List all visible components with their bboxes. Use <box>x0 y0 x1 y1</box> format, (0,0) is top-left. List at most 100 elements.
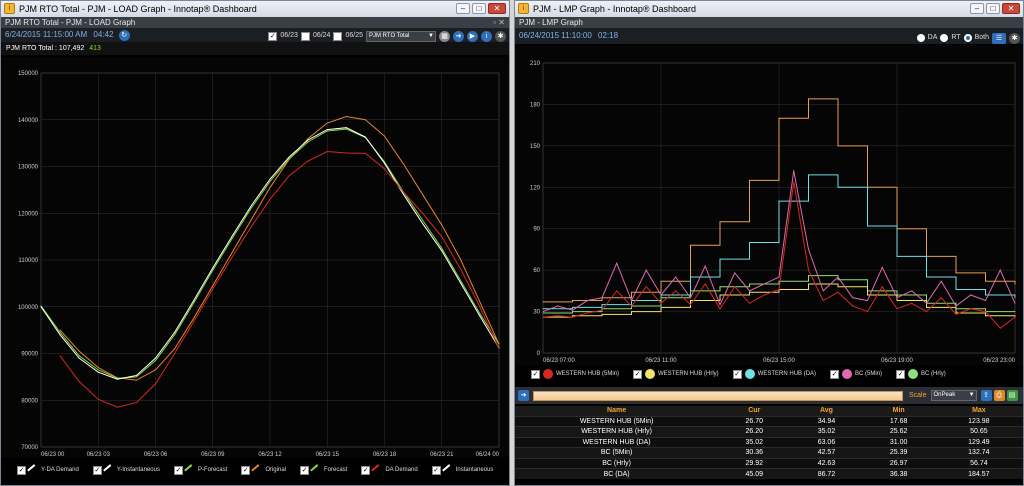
legend-item[interactable]: ✓ Instantaneous <box>431 463 493 477</box>
minimize-icon[interactable]: – <box>970 3 984 14</box>
legend-item[interactable]: ✓ WESTERN HUB (5Min) <box>531 369 619 379</box>
legend-item[interactable]: ✓ BC (Hrly) <box>896 369 946 379</box>
data-point <box>250 219 252 221</box>
data-point <box>542 301 544 303</box>
legend-checkbox[interactable]: ✓ <box>173 465 183 475</box>
window-title: PJM - LMP Graph - Innotap® Dashboard <box>533 4 697 14</box>
legend-checkbox[interactable]: ✓ <box>896 369 906 379</box>
time-range-slider[interactable] <box>533 390 903 401</box>
legend-item[interactable]: ✓ Y-DA Demand <box>17 463 79 477</box>
legend-checkbox[interactable]: ✓ <box>300 465 309 475</box>
scroll-arrow-icon[interactable]: ➜ <box>518 390 529 401</box>
date-checkbox-0624[interactable] <box>300 31 310 41</box>
data-point <box>749 283 750 285</box>
legend-item[interactable]: ✓ DA Demand <box>361 463 418 477</box>
col-header-max[interactable]: Max <box>934 406 1023 416</box>
legend-item[interactable]: ✓ Y-Instantaneous <box>92 463 160 477</box>
timestamp: 06/24/2015 11:10:00 <box>519 31 592 40</box>
legend-checkbox[interactable]: ✓ <box>830 369 840 379</box>
legend-checkbox[interactable]: ✓ <box>17 465 26 475</box>
window-titlebar[interactable]: i PJM RTO Total - PJM - LOAD Graph - Inn… <box>1 1 509 17</box>
x-tick-label: 06/23 19:00 <box>881 358 913 364</box>
list-icon[interactable]: ☰ <box>992 32 1006 44</box>
col-header-name[interactable]: Name <box>515 406 719 416</box>
y-tick-label: 70000 <box>21 445 38 451</box>
excel-icon[interactable]: ▤ <box>1006 390 1018 401</box>
settings-icon[interactable]: ✱ <box>495 30 506 42</box>
maximize-icon[interactable]: □ <box>472 3 486 14</box>
print-icon[interactable]: ⎙ <box>993 390 1005 401</box>
panel-menu-icon[interactable]: ▫ ✕ <box>493 18 505 27</box>
play-icon[interactable]: ▶ <box>467 30 478 42</box>
legend-checkbox[interactable]: ✓ <box>431 465 441 475</box>
data-point <box>1014 283 1016 285</box>
settings-icon[interactable]: ✱ <box>1009 32 1020 44</box>
data-point <box>985 280 986 282</box>
table-row[interactable]: BC (Hrly) 29.92 42.63 26.97 56.74 <box>515 457 1023 469</box>
legend-item[interactable]: ✓ WESTERN HUB (Hrly) <box>633 369 719 379</box>
data-point <box>78 381 80 383</box>
date-label-0623: 06/23 <box>280 32 298 39</box>
table-row[interactable]: BC (DA) 45.09 86.72 36.38 184.57 <box>515 468 1023 479</box>
refresh-icon[interactable]: ↻ <box>118 30 130 41</box>
x-tick-label: 06/23 15 <box>316 452 340 457</box>
window-titlebar[interactable]: i PJM - LMP Graph - Innotap® Dashboard –… <box>515 1 1023 17</box>
date-checkbox-0625[interactable] <box>333 31 343 41</box>
legend-checkbox[interactable]: ✓ <box>241 465 251 475</box>
radio-both[interactable] <box>963 34 972 42</box>
cell-name: WESTERN HUB (Hrly) <box>515 426 719 437</box>
cell-avg: 35.02 <box>790 426 863 437</box>
y-tick-label: 150 <box>530 144 541 150</box>
cell-name: BC (DA) <box>515 468 719 479</box>
data-point <box>441 236 443 238</box>
data-point <box>778 280 780 282</box>
date-label-0624: 06/24 <box>312 32 331 39</box>
legend-item[interactable]: ✓ BC (5Min) <box>830 369 882 379</box>
minimize-icon[interactable]: – <box>456 3 470 14</box>
data-point <box>326 130 328 132</box>
data-point <box>422 194 424 196</box>
x-tick-label: 06/24 00 <box>476 452 500 457</box>
legend-item[interactable]: ✓ WESTERN HUB (DA) <box>732 369 816 379</box>
data-point <box>896 300 898 302</box>
legend-checkbox[interactable]: ✓ <box>732 369 742 379</box>
legend-label: Original <box>265 467 286 473</box>
col-header-cur[interactable]: Cur <box>718 406 791 416</box>
legend-item[interactable]: ✓ Original <box>241 463 286 477</box>
grid-icon[interactable]: ▦ <box>439 30 450 42</box>
export-icon[interactable]: ⇪ <box>980 390 992 401</box>
data-point <box>135 374 137 376</box>
forward-icon[interactable]: ➜ <box>453 30 464 42</box>
info-icon[interactable]: i <box>481 30 492 42</box>
zone-select[interactable]: PJM RTO Total ▼ <box>366 30 436 42</box>
col-header-min[interactable]: Min <box>862 406 935 416</box>
radio-da[interactable] <box>916 34 925 42</box>
table-row[interactable]: WESTERN HUB (5Min) 26.70 34.94 17.68 123.98 <box>515 415 1023 427</box>
table-row[interactable]: WESTERN HUB (Hrly) 26.20 35.02 25.62 50.65 <box>515 426 1023 437</box>
cell-avg: 63.06 <box>790 436 863 448</box>
radio-rt[interactable] <box>940 34 949 42</box>
maximize-icon[interactable]: □ <box>986 3 1000 14</box>
legend-checkbox[interactable]: ✓ <box>633 369 643 379</box>
legend-checkbox[interactable]: ✓ <box>92 465 102 475</box>
data-point <box>542 312 544 314</box>
table-row[interactable]: WESTERN HUB (DA) 35.02 63.06 31.00 129.49 <box>515 436 1023 448</box>
data-point <box>690 290 691 292</box>
legend-checkbox[interactable]: ✓ <box>531 369 540 379</box>
table-row[interactable]: BC (5Min) 30.36 42.57 25.39 132.74 <box>515 447 1023 458</box>
data-point <box>288 175 290 177</box>
cell-avg: 42.57 <box>790 447 863 458</box>
legend-item[interactable]: ✓ P-Forecast <box>173 463 227 477</box>
scale-select[interactable]: OnPeak ▼ <box>930 390 977 401</box>
col-header-avg[interactable]: Avg <box>790 406 863 416</box>
data-point <box>778 276 780 278</box>
date-checkbox-0623[interactable]: ✓ <box>268 31 278 41</box>
data-point <box>572 315 573 317</box>
lmp-chart: 0 30 60 90 120 150 180 210 06/23 07:00 06/23 11:0… <box>515 45 1023 365</box>
legend-item[interactable]: ✓ Forecast <box>300 463 347 477</box>
legend-checkbox[interactable]: ✓ <box>361 465 371 475</box>
close-icon[interactable]: ✕ <box>1002 3 1020 14</box>
close-icon[interactable]: ✕ <box>488 3 506 14</box>
data-point <box>193 321 195 323</box>
legend-swatch-icon <box>184 463 197 477</box>
